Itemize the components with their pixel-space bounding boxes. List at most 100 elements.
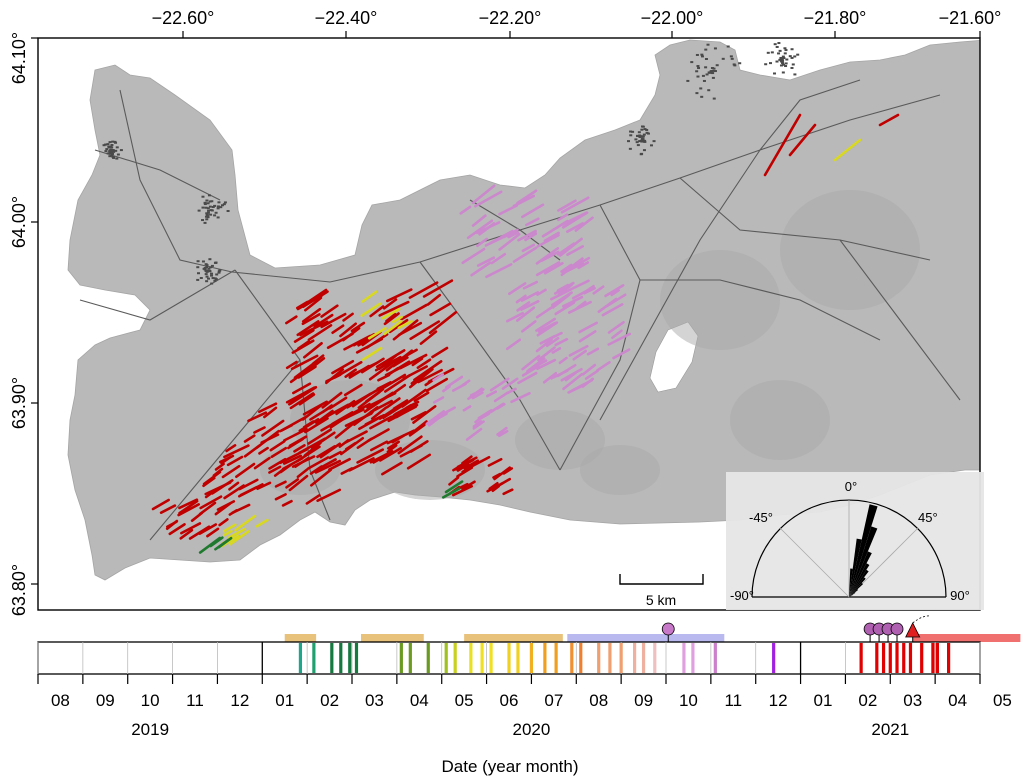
latitude-ticks: 64.10° 64.00° 63.90° 63.80° xyxy=(9,32,38,616)
lat-tick-label: 63.90° xyxy=(9,377,29,429)
rose-petal xyxy=(849,563,870,597)
rose-petals xyxy=(849,504,878,597)
rose-petal xyxy=(849,592,856,597)
timeline-event xyxy=(408,643,412,673)
timeline-markers xyxy=(661,615,931,642)
month-label: 11 xyxy=(724,691,742,710)
lat-tick-label: 64.00° xyxy=(9,196,29,248)
timeline-event xyxy=(426,643,430,673)
timeline-event xyxy=(859,643,863,673)
timeline-event xyxy=(579,643,583,673)
timeline-event xyxy=(516,643,520,673)
map-panel: −22.60° −22.40° −22.20° −22.00° −21.80° −21.6… xyxy=(9,8,1002,616)
month-label: 09 xyxy=(634,691,653,710)
lon-tick-label: −22.60° xyxy=(152,8,215,28)
rose-label-minus90: -90° xyxy=(730,588,754,603)
month-label: 12 xyxy=(769,691,788,710)
timeline-event xyxy=(469,643,473,673)
rose-petal xyxy=(849,504,878,597)
month-label: 04 xyxy=(948,691,967,710)
month-label: 05 xyxy=(455,691,474,710)
rose-petal xyxy=(849,594,854,597)
rose-petal xyxy=(849,568,853,597)
timeline-period xyxy=(912,634,1021,642)
month-label: 12 xyxy=(230,691,249,710)
year-label: 2019 xyxy=(131,720,169,739)
timeline-event xyxy=(298,643,303,673)
timeline-event xyxy=(608,643,612,673)
lon-tick-label: −22.40° xyxy=(315,8,378,28)
month-label: 08 xyxy=(589,691,608,710)
rose-label-0: 0° xyxy=(845,479,857,494)
timeline-period xyxy=(284,634,317,642)
timeline-event xyxy=(713,643,717,673)
rose-petal xyxy=(849,526,878,597)
timeline-event xyxy=(772,643,776,673)
timeline-event xyxy=(902,643,906,673)
month-label: 09 xyxy=(96,691,115,710)
rose-label-90: 90° xyxy=(950,588,970,603)
month-label: 03 xyxy=(903,691,922,710)
timeline-event xyxy=(312,643,316,673)
timeline-event xyxy=(554,643,558,673)
month-label: 01 xyxy=(814,691,833,710)
timeline-events xyxy=(298,643,951,673)
timeline-month-labels: 08 09 10 11 12 01 02 03 04 05 06 07 08 09 10 11 12 01 02 03… xyxy=(51,691,1012,710)
timeline-event xyxy=(339,643,343,673)
timeline-event xyxy=(875,643,879,673)
timeline-event xyxy=(480,643,484,673)
rose-petal xyxy=(849,582,864,597)
timeline-event xyxy=(935,643,939,673)
lat-tick-label: 63.80° xyxy=(9,564,29,616)
terrain-shading xyxy=(260,190,920,500)
rose-petal xyxy=(849,538,862,597)
timeline-month-grid xyxy=(37,642,981,684)
lat-tick-label: 64.10° xyxy=(9,32,29,84)
timeline-event xyxy=(895,643,899,673)
rose-petal xyxy=(849,577,866,597)
timeline-event xyxy=(507,643,511,673)
timeline-event xyxy=(633,643,637,673)
timeline-periods xyxy=(284,634,1021,642)
timeline-period xyxy=(567,634,725,642)
month-label: 10 xyxy=(141,691,160,710)
timeline-marker xyxy=(890,622,904,636)
timeline-event xyxy=(348,643,352,673)
lon-tick-label: −21.80° xyxy=(804,8,867,28)
timeline-event xyxy=(920,643,924,673)
timeline-x-label: Date (year month) xyxy=(442,757,579,776)
timeline-event xyxy=(653,643,657,673)
timeline-event xyxy=(330,643,334,673)
month-label: 02 xyxy=(858,691,877,710)
timeline-event xyxy=(682,643,686,673)
year-label: 2021 xyxy=(871,720,909,739)
rose-label-45: 45° xyxy=(918,510,938,525)
month-label: 10 xyxy=(679,691,698,710)
fracture-lines xyxy=(151,113,900,554)
month-label: 05 xyxy=(993,691,1012,710)
timeline-marker xyxy=(661,622,675,636)
lon-tick-label: −22.00° xyxy=(641,8,704,28)
timeline-event xyxy=(444,643,448,673)
lon-tick-label: −22.20° xyxy=(479,8,542,28)
timeline-event xyxy=(619,643,623,673)
timeline-event xyxy=(691,643,695,673)
timeline-event xyxy=(888,643,892,673)
timeline-event xyxy=(881,643,886,673)
month-label: 11 xyxy=(186,691,204,710)
rose-petal xyxy=(849,589,859,597)
timeline-event xyxy=(453,643,457,673)
timeline-event xyxy=(641,643,646,673)
rose-petal xyxy=(849,551,872,597)
road-network xyxy=(79,79,961,541)
map-frame xyxy=(37,37,981,611)
timeline-event xyxy=(354,643,359,673)
timeline-year-labels: 2019 2020 2021 xyxy=(131,720,909,739)
timeline-marker xyxy=(905,622,921,638)
timeline-event xyxy=(597,643,601,673)
scale-bar-label: 5 km xyxy=(646,592,676,608)
timeline-event xyxy=(947,643,951,673)
timeline-panel: 08 09 10 11 12 01 02 03 04 05 06 07 08 09 10 11 12 01 02 03… xyxy=(37,615,1021,776)
timeline-event xyxy=(570,643,574,673)
